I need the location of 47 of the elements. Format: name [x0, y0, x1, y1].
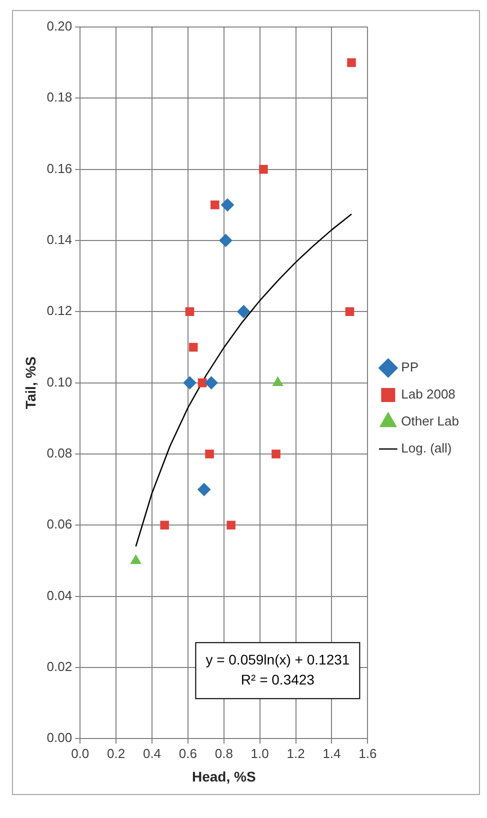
point [347, 58, 356, 67]
point [210, 200, 220, 210]
y-tick-label: 0.16 [46, 160, 72, 176]
y-tick-label: 0.18 [46, 90, 72, 105]
x-axis-title: Head, %S [192, 768, 256, 784]
point [205, 450, 214, 458]
x-tick-label: 0.8 [214, 746, 233, 761]
point [185, 307, 194, 316]
point [160, 520, 169, 530]
point [204, 376, 218, 390]
point [219, 234, 232, 247]
y-tick-label: 0.04 [46, 588, 72, 603]
y-tick-label: 0.06 [46, 516, 72, 532]
x-tick-label: 1.4 [322, 746, 341, 761]
point [226, 520, 236, 530]
x-tick-label: 1.6 [358, 746, 377, 761]
y-axis-title: Tail, %S [22, 356, 38, 410]
point [272, 376, 284, 386]
x-tick-label: 0.4 [142, 746, 162, 761]
legend-label: Other Lab [401, 414, 460, 429]
y-tick-label: 0.12 [46, 303, 72, 318]
annotation: y = 0.059ln(x) + 0.1231 [206, 651, 350, 668]
legend-label: Lab 2008 [401, 386, 456, 402]
point [259, 164, 268, 174]
point [198, 378, 207, 388]
y-tick-label: 0.02 [46, 659, 72, 674]
y-tick-label: 0.10 [46, 374, 72, 390]
point [188, 342, 198, 352]
x-tick-label: 1.0 [250, 746, 269, 761]
y-tick-label: 0.20 [46, 18, 72, 34]
point [130, 554, 142, 564]
x-tick-label: 0.2 [107, 746, 126, 761]
point [237, 305, 250, 318]
y-tick-label: 0.14 [46, 232, 72, 248]
y-tick-label: 0.08 [46, 446, 72, 461]
x-tick-label: 1.2 [286, 746, 305, 761]
x-tick-label: 0.6 [178, 746, 197, 761]
point [183, 376, 196, 390]
legend-label: Log. (all) [401, 440, 452, 456]
y-tick-label: 0.00 [46, 730, 72, 746]
point [220, 198, 234, 212]
point [345, 307, 354, 316]
x-tick-label: 0.0 [71, 746, 90, 761]
legend-label: PP [401, 360, 419, 375]
point [272, 450, 280, 458]
annotation: R² = 0.3423 [240, 671, 315, 688]
point [198, 483, 211, 496]
